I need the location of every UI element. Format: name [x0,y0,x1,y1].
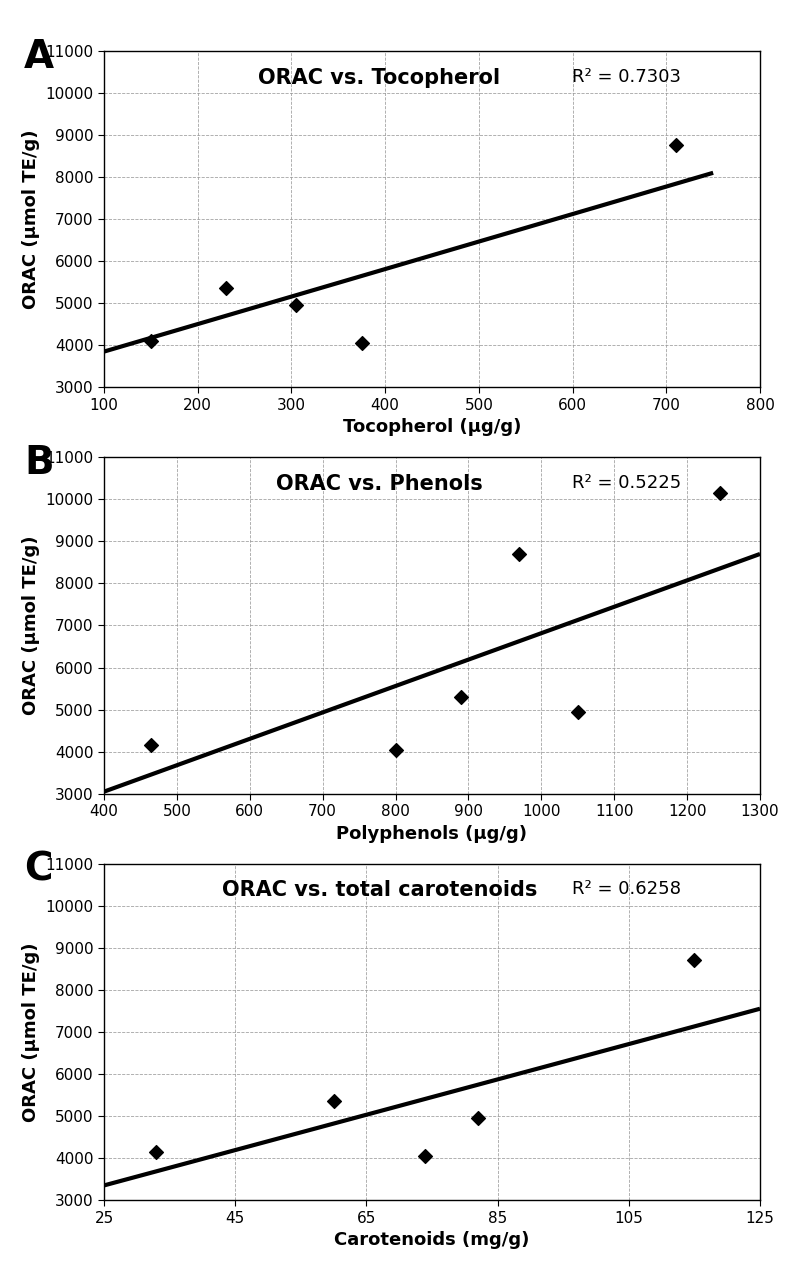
Point [389,739,402,759]
Y-axis label: ORAC (μmol TE/g): ORAC (μmol TE/g) [22,130,40,309]
Point [513,544,526,564]
Point [355,333,368,353]
Text: R² = 0.5225: R² = 0.5225 [572,474,682,491]
X-axis label: Tocopherol (μg/g): Tocopherol (μg/g) [343,418,521,437]
Text: R² = 0.6258: R² = 0.6258 [572,880,682,898]
Point [571,701,584,721]
Point [670,136,682,156]
Point [688,950,701,970]
Point [471,1107,484,1128]
Point [145,331,158,352]
Point [419,1146,432,1166]
Point [145,735,158,756]
Y-axis label: ORAC (μmol TE/g): ORAC (μmol TE/g) [22,536,40,715]
Text: B: B [24,444,54,483]
Point [454,687,467,707]
Point [150,1142,163,1162]
Text: ORAC vs. total carotenoids: ORAC vs. total carotenoids [222,880,538,900]
Point [219,278,232,298]
X-axis label: Polyphenols (μg/g): Polyphenols (μg/g) [337,824,527,843]
Point [327,1091,340,1111]
Y-axis label: ORAC (μmol TE/g): ORAC (μmol TE/g) [22,942,40,1121]
Point [290,295,302,315]
Text: A: A [24,38,54,76]
Point [714,483,726,503]
Text: ORAC vs. Phenols: ORAC vs. Phenols [276,474,483,494]
Text: R² = 0.7303: R² = 0.7303 [572,67,682,85]
Text: ORAC vs. Tocopherol: ORAC vs. Tocopherol [258,67,501,88]
Text: C: C [24,851,53,889]
X-axis label: Carotenoids (mg/g): Carotenoids (mg/g) [334,1231,530,1250]
